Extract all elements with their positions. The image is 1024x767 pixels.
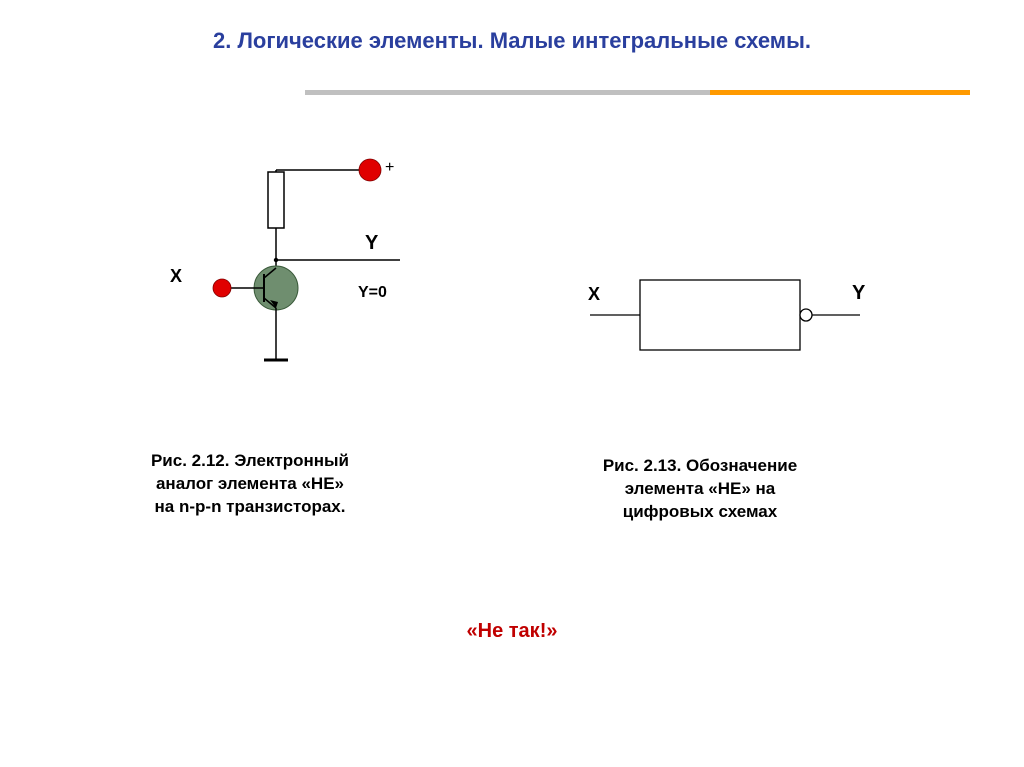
footer-note: «Не так!» xyxy=(0,620,1024,643)
symbol-label-y: Y xyxy=(852,282,865,305)
symbol-not-gate xyxy=(560,250,900,390)
caption-fig-2-12: Рис. 2.12. Электронныйаналог элемента «Н… xyxy=(120,450,380,519)
caption-fig-2-13: Рис. 2.13. Обозначениеэлемента «НЕ» наци… xyxy=(560,455,840,524)
rule-orange xyxy=(710,90,970,95)
circuit-transistor-not xyxy=(160,150,440,400)
label-y-output: Y xyxy=(365,232,378,255)
label-x-input: X xyxy=(170,266,182,287)
label-y-equals: Y=0 xyxy=(358,284,387,302)
rule-grey xyxy=(305,90,710,95)
label-plus: + xyxy=(385,159,394,177)
symbol-label-x: X xyxy=(588,284,600,305)
slide-heading: 2. Логические элементы. Малые интегральн… xyxy=(0,28,1024,54)
